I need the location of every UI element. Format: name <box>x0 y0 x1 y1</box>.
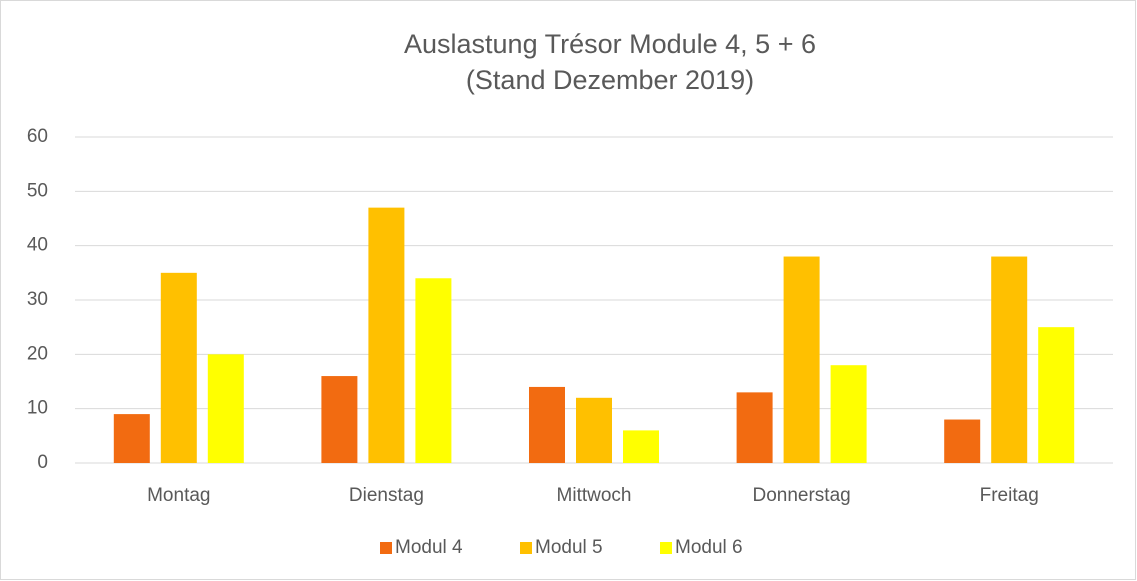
bar <box>321 376 358 463</box>
legend-label: Modul 5 <box>535 537 603 558</box>
legend-swatch <box>520 542 532 554</box>
legend-swatch <box>660 542 672 554</box>
legend-label: Modul 4 <box>395 537 463 558</box>
legend-swatch <box>380 542 392 554</box>
y-tick-label: 30 <box>27 289 48 310</box>
x-tick-label: Freitag <box>980 485 1039 506</box>
bar <box>368 207 405 463</box>
x-tick-label: Mittwoch <box>557 485 632 506</box>
bar <box>736 392 773 463</box>
y-tick-label: 50 <box>27 180 48 201</box>
chart-title: Auslastung Trésor Module 4, 5 + 6 <box>404 29 816 59</box>
bar <box>576 397 612 463</box>
bar <box>529 386 565 463</box>
legend-label: Modul 6 <box>675 537 743 558</box>
y-tick-label: 20 <box>27 343 48 364</box>
bar <box>991 256 1028 463</box>
bar <box>160 272 197 463</box>
bar <box>830 365 867 463</box>
x-tick-label: Dienstag <box>349 485 424 506</box>
y-tick-label: 10 <box>27 398 48 419</box>
x-tick-label: Montag <box>147 485 210 506</box>
chart-subtitle: (Stand Dezember 2019) <box>466 65 754 95</box>
x-tick-label: Donnerstag <box>752 485 850 506</box>
bar <box>944 419 981 463</box>
bar <box>783 256 820 463</box>
bar <box>1038 327 1075 463</box>
y-tick-label: 40 <box>27 235 48 256</box>
bar <box>623 430 659 463</box>
bar <box>415 278 452 463</box>
bar <box>207 354 244 463</box>
y-tick-label: 0 <box>37 452 48 473</box>
bar <box>113 414 150 463</box>
y-tick-label: 60 <box>27 126 48 147</box>
